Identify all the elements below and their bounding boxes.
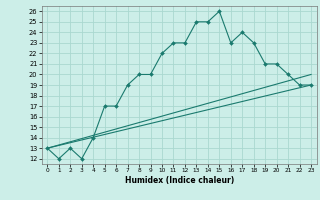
X-axis label: Humidex (Indice chaleur): Humidex (Indice chaleur)	[124, 176, 234, 185]
